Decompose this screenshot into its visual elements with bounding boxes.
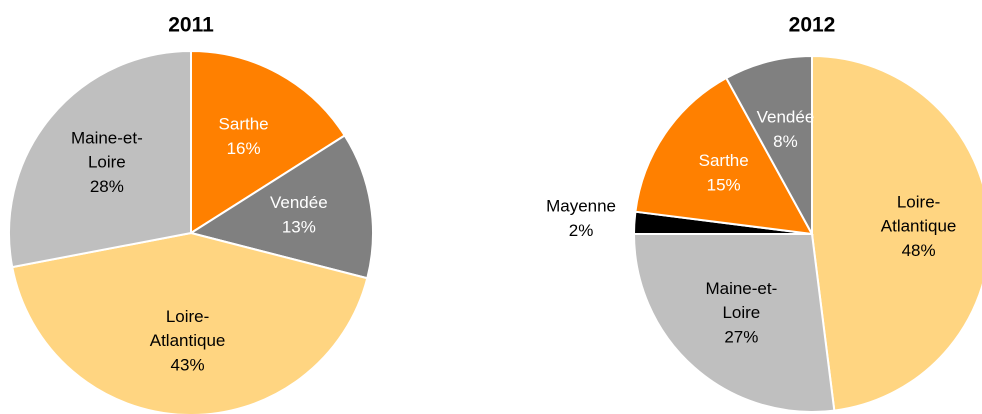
slice-label: Maine-et-Loire xyxy=(705,280,777,323)
pie-slice xyxy=(724,54,813,235)
chart-title: 2011 xyxy=(168,14,214,37)
pie-slice xyxy=(8,49,192,269)
slice-label: Maine-et-Loire xyxy=(71,129,143,172)
slice-value-label: 16% xyxy=(227,139,261,158)
slice-label: Mayenne xyxy=(546,197,616,216)
slice-value-label: 27% xyxy=(724,328,758,347)
slice-label: Vendée xyxy=(757,108,815,127)
slice-label: Vendée xyxy=(270,193,328,212)
pie-slice xyxy=(11,231,369,414)
slice-label: Sarthe xyxy=(699,151,749,170)
slice-value-label: 43% xyxy=(171,356,205,375)
slice-value-label: 15% xyxy=(707,175,741,194)
slice-label: Loire-Atlantique xyxy=(150,308,226,351)
slice-label: Loire-Atlantique xyxy=(881,193,957,236)
pie-slice xyxy=(632,233,836,413)
slice-value-label: 2% xyxy=(569,221,594,240)
slice-value-label: 48% xyxy=(902,241,936,260)
slice-value-label: 13% xyxy=(282,217,316,236)
slice-value-label: 28% xyxy=(90,177,124,196)
pie-slice xyxy=(634,76,814,236)
slice-label: Sarthe xyxy=(219,115,269,134)
pie-slice xyxy=(188,134,374,280)
pie-slice xyxy=(190,49,347,235)
pie-slice xyxy=(811,54,982,412)
chart-title: 2012 xyxy=(789,14,836,37)
slice-value-label: 8% xyxy=(773,132,798,151)
